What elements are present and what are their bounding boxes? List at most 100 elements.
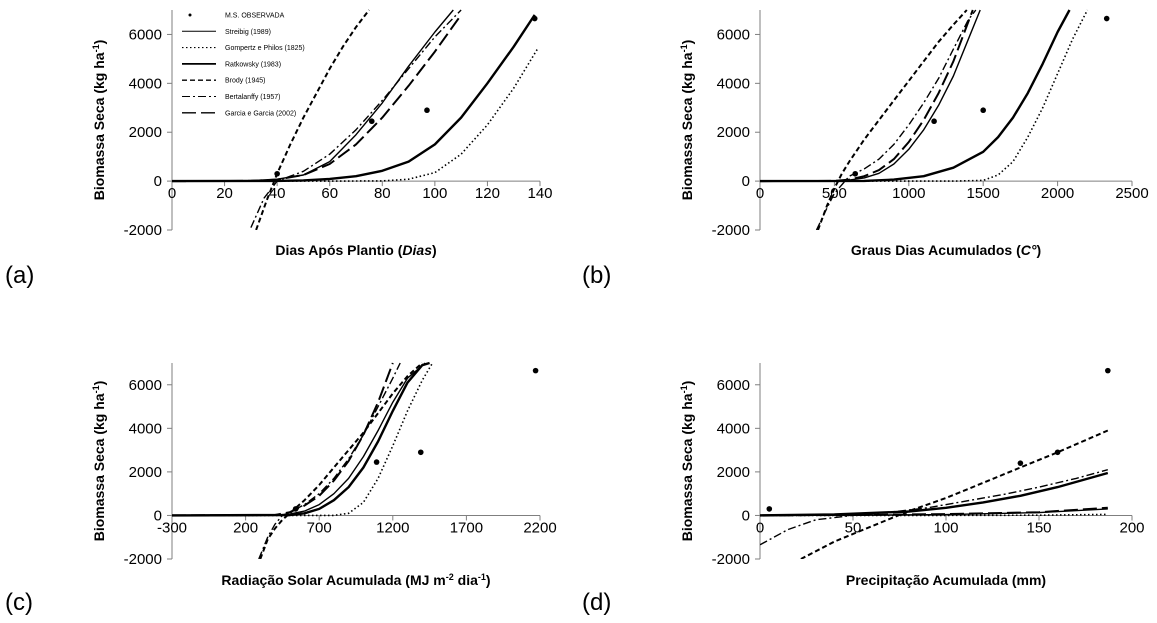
y-tick-label: 0: [154, 507, 162, 524]
chart-panel-4: -2000 0 2000 4000 6000 0 50 100 150 200 Biomassa S…: [582, 363, 1145, 616]
series-line-garcia-e-garcia-2002: [760, 9, 974, 183]
y-tick-label: -2000: [124, 551, 162, 568]
y-tick-label: 4000: [717, 75, 750, 92]
y-tick-label: 2000: [129, 464, 162, 481]
series-group: [760, 9, 1089, 230]
y-tick-label: 0: [742, 173, 750, 190]
series-line-streibig-1989: [172, 362, 426, 517]
series-line-garcia-e-garcia-2002: [760, 506, 1108, 517]
series-line-brody-1945: [817, 9, 968, 230]
y-tick-label: 4000: [129, 75, 162, 92]
series-line-gompertz-e-philos-1825: [760, 9, 1089, 182]
observed-point: [1105, 367, 1111, 374]
series-line-brody-1945: [259, 362, 423, 559]
observed-point: [531, 15, 538, 22]
y-tick-label: -2000: [124, 222, 162, 239]
x-tick-label: 1000: [892, 185, 925, 202]
y-tick-label: 6000: [129, 26, 162, 43]
y-tick-label: 2000: [717, 464, 750, 481]
series-line-bertalanffy-1957: [258, 362, 401, 559]
series-group: [760, 429, 1109, 559]
x-tick-label: 700: [307, 519, 332, 536]
x-tick-label: 150: [1026, 519, 1051, 536]
observed-point: [980, 107, 986, 114]
series-group: [172, 361, 434, 559]
observed-point: [1103, 15, 1110, 22]
y-tick-label: -2000: [712, 551, 750, 568]
observed-point: [373, 459, 380, 465]
x-tick-label: 20: [216, 185, 233, 202]
x-tick-label: 40: [269, 185, 286, 202]
legend-label: Gompertz e Philos (1825): [225, 45, 305, 52]
x-tick-label: 1700: [450, 519, 483, 536]
x-tick-label: -300: [157, 519, 187, 536]
series-line-garcia-e-garcia-2002: [172, 14, 462, 183]
y-tick-label: 0: [742, 507, 750, 524]
legend-label: Ratkowsky (1983): [225, 61, 281, 68]
series-line-streibig-1989: [172, 9, 454, 182]
x-tick-label: 140: [527, 185, 552, 202]
legend-label: Brody (1945): [225, 78, 265, 85]
chart-panel-2: -2000 0 2000 4000 6000 0 500 1000 1500 2000 2500 Bi…: [582, 9, 1149, 289]
x-tick-label: 2000: [1041, 185, 1074, 202]
x-axis-label: Dias Após Plantio (Dias): [275, 242, 436, 258]
x-tick-label: 60: [321, 185, 338, 202]
series-line-bertalanffy-1957: [760, 469, 1108, 546]
series-line-gompertz-e-philos-1825: [172, 48, 539, 182]
panel-label: (d): [582, 589, 611, 616]
series-line-ratkowsky-1983: [172, 14, 536, 183]
series-line-garcia-e-garcia-2002: [172, 362, 394, 517]
legend: M.S. OBSERVADA Streibig (1989) Gompertz e …: [182, 13, 305, 117]
panel-label: (b): [582, 262, 611, 289]
x-tick-label: 1500: [967, 185, 1000, 202]
series-line-brody-1945: [800, 429, 1109, 559]
x-tick-label: 200: [233, 519, 258, 536]
observed-point: [1054, 449, 1061, 456]
y-axis-label: Biomassa Seca (kg ha-1): [91, 40, 107, 201]
y-tick-label: 4000: [717, 420, 750, 437]
observed-point: [417, 449, 424, 456]
y-tick-label: 6000: [717, 377, 750, 394]
x-tick-label: 120: [475, 185, 500, 202]
x-tick-label: 2200: [523, 519, 556, 536]
observed-point: [274, 170, 280, 177]
x-tick-label: 200: [1119, 519, 1144, 536]
y-tick-label: 2000: [717, 124, 750, 141]
series-line-ratkowsky-1983: [172, 361, 430, 517]
observed-point: [1017, 460, 1024, 466]
y-tick-label: 6000: [717, 26, 750, 43]
observed-point: [292, 506, 299, 512]
observed-point: [424, 107, 430, 114]
y-tick-label: 4000: [129, 420, 162, 437]
legend-label: Streibig (1989): [225, 29, 271, 36]
series-line-streibig-1989: [760, 9, 981, 182]
observed-point: [852, 170, 859, 177]
x-tick-label: 0: [168, 185, 176, 202]
series-line-ratkowsky-1983: [760, 9, 1071, 183]
legend-label: M.S. OBSERVADA: [225, 13, 285, 20]
y-tick-label: 6000: [129, 377, 162, 394]
x-tick-label: 1200: [376, 519, 409, 536]
y-tick-label: 2000: [129, 124, 162, 141]
series-line-bertalanffy-1957: [815, 9, 977, 230]
x-tick-label: 100: [422, 185, 447, 202]
x-axis-label: Precipitação Acumulada (mm): [846, 572, 1046, 588]
observed-point: [766, 506, 773, 512]
legend-marker: [188, 13, 192, 17]
chart-panel-3: -2000 0 2000 4000 6000 -300 200 700 1200 1700 2200…: [5, 361, 557, 616]
x-tick-label: 2500: [1115, 185, 1148, 202]
observed-point: [532, 367, 539, 374]
x-tick-label: 0: [756, 185, 764, 202]
series-line-bertalanffy-1957: [250, 9, 462, 228]
series-group: [172, 9, 539, 230]
series-line-gompertz-e-philos-1825: [172, 362, 434, 517]
panel-label: (a): [5, 262, 34, 289]
x-tick-label: 500: [822, 185, 847, 202]
x-tick-label: 50: [845, 519, 862, 536]
legend-label: Bertalanffy (1957): [225, 94, 281, 101]
y-axis-label: Biomassa Seca (kg ha-1): [91, 381, 107, 542]
x-tick-label: 80: [374, 185, 391, 202]
y-axis-label: Biomassa Seca (kg ha-1): [679, 381, 695, 542]
x-tick-label: 0: [756, 519, 764, 536]
